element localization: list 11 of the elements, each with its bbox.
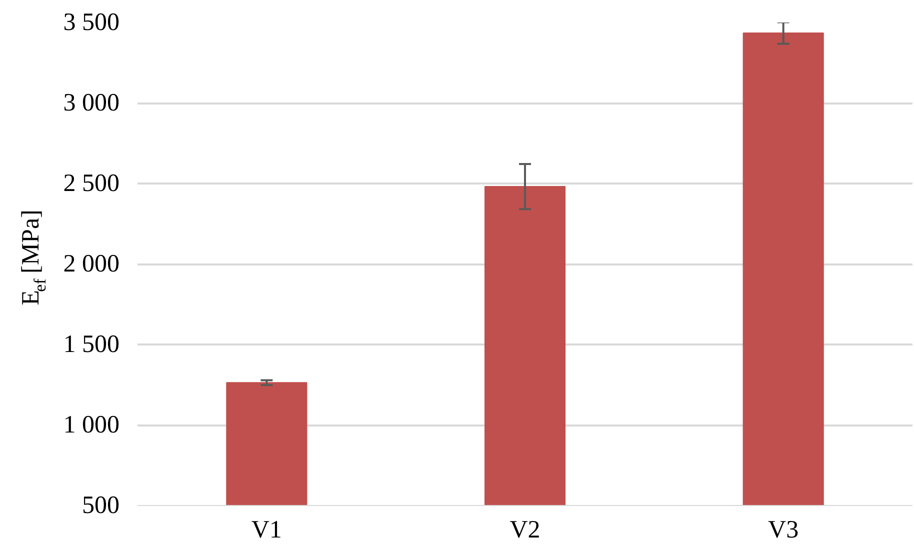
x-tick-label: V1: [251, 516, 282, 544]
y-tick-label: 1 500: [63, 331, 120, 358]
y-tick-label: 3 000: [63, 90, 120, 116]
x-tick-label: V2: [510, 516, 540, 544]
x-tick-label: V3: [768, 516, 799, 544]
y-tick-label: 3 500: [63, 9, 120, 36]
y-tick-label: 2 500: [63, 170, 120, 197]
y-tick-label: 500: [82, 492, 120, 519]
y-axis-title: Eef [MPa]: [18, 210, 50, 306]
y-tick-label: 2 000: [63, 250, 120, 278]
y-tick-label: 1 000: [63, 412, 120, 438]
